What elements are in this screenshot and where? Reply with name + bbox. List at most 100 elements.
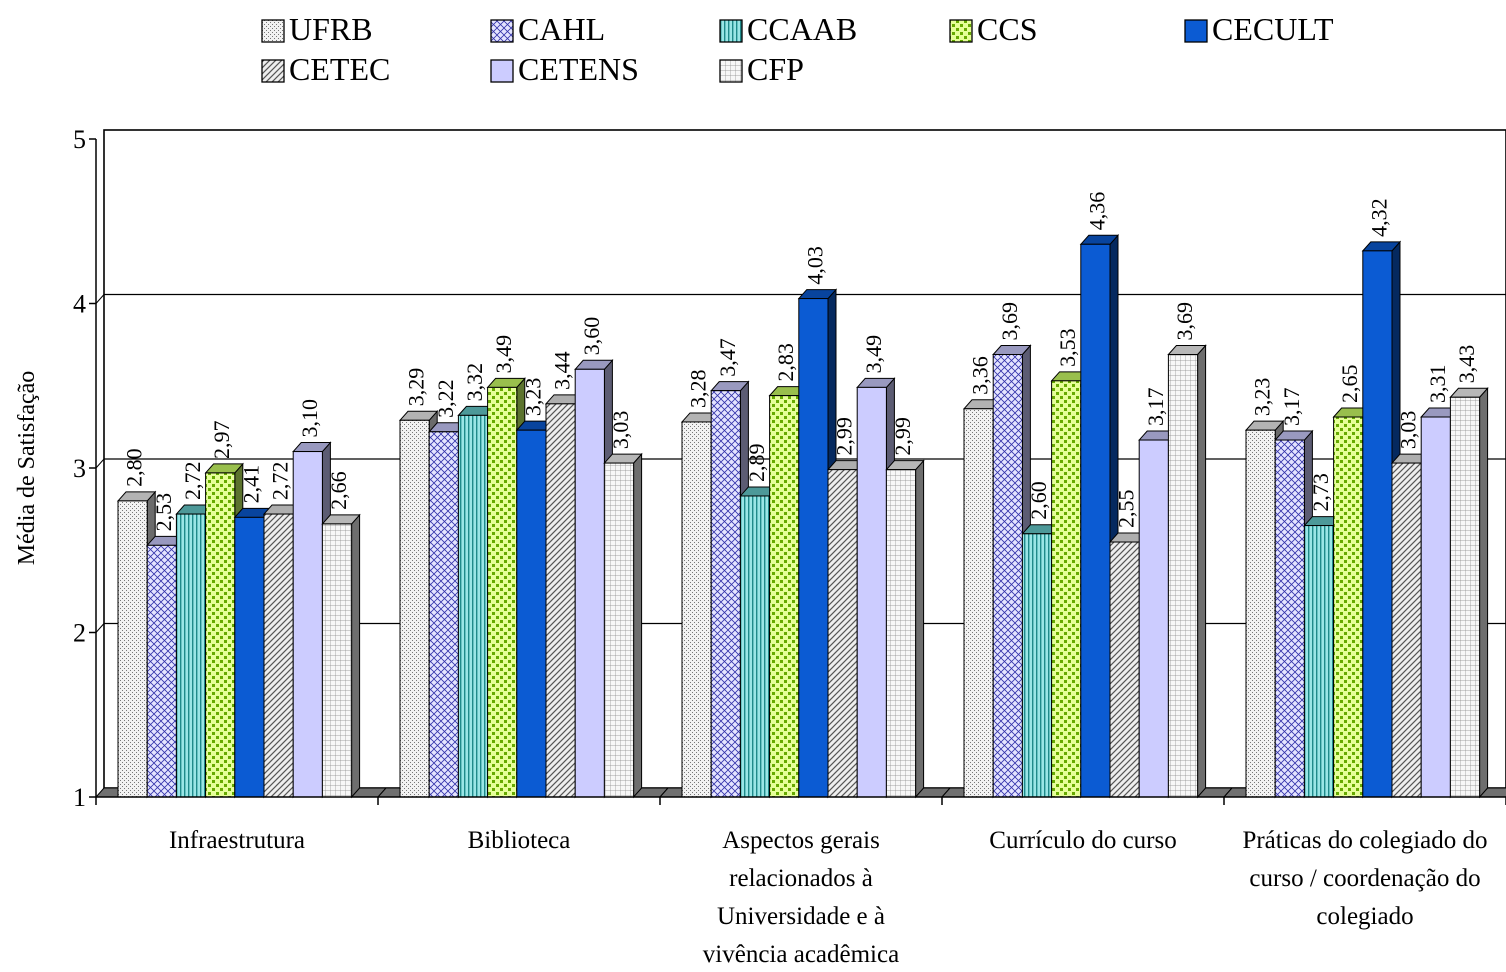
bar-front	[798, 298, 829, 798]
y-axis-label: Média de Satisfação	[14, 371, 40, 566]
bar	[885, 459, 925, 799]
bar-front	[769, 395, 800, 798]
legend-item: CCS	[949, 11, 1037, 47]
bar-front	[146, 544, 177, 798]
x-category-label: Universidade e à	[717, 903, 885, 930]
data-label: 2,80	[122, 448, 147, 487]
bar-front	[1021, 533, 1053, 798]
legend-label: CETEC	[289, 51, 390, 87]
bar-front	[1449, 396, 1481, 798]
bar-front	[574, 368, 605, 798]
data-label: 3,28	[686, 369, 711, 408]
data-label: 3,22	[433, 379, 458, 418]
legend-label: CAHL	[518, 11, 605, 47]
legend-label: UFRB	[289, 11, 373, 47]
x-category-label: colegiado	[1316, 903, 1413, 930]
legend-swatch	[261, 19, 285, 43]
bar-front	[963, 408, 994, 798]
bar-side	[1479, 386, 1489, 799]
legend-label: CECULT	[1212, 11, 1334, 47]
bar-front	[117, 500, 148, 798]
legend-swatch	[719, 19, 743, 43]
x-category-label: curso / coordenação do	[1249, 865, 1480, 892]
data-label: 2,72	[180, 462, 205, 501]
x-category-label: Aspectos gerais	[722, 827, 880, 854]
bar-front	[885, 469, 917, 798]
bar-front	[175, 513, 207, 798]
y-tick-label: 2	[73, 619, 86, 648]
legend-item: CCAAB	[719, 11, 857, 47]
legend-label: CCAAB	[747, 11, 857, 47]
bar-front	[681, 421, 712, 798]
data-label: 3,10	[297, 399, 322, 438]
bar	[1244, 419, 1285, 799]
bar-front	[487, 386, 518, 798]
legend-swatch	[490, 59, 514, 83]
y-tick-label: 4	[73, 290, 86, 319]
data-label: 3,49	[491, 335, 516, 374]
gridline-depth	[95, 623, 105, 633]
bar	[1449, 386, 1489, 799]
bar	[321, 513, 361, 799]
legend-swatch	[1184, 19, 1208, 43]
legend-item: CETEC	[261, 51, 390, 87]
legend-label: CETENS	[518, 51, 639, 87]
bar-side	[1197, 344, 1207, 799]
data-label: 3,36	[968, 356, 993, 395]
x-category-label: Infraestrutura	[169, 827, 305, 854]
data-label: 3,44	[550, 351, 575, 390]
bar-front	[1109, 541, 1140, 798]
bar	[603, 452, 643, 799]
bar-front	[234, 516, 265, 798]
bar-front	[603, 462, 635, 798]
gridline-depth	[95, 294, 105, 304]
legend-item: CETENS	[490, 51, 639, 87]
bar-front	[545, 403, 576, 798]
data-label: 2,41	[238, 465, 263, 504]
legend-swatch	[949, 19, 973, 43]
bar-front	[292, 451, 323, 798]
legend-label: CFP	[747, 51, 804, 87]
data-label: 3,69	[1172, 302, 1197, 341]
data-label: 2,66	[326, 471, 351, 510]
data-label: 2,55	[1114, 490, 1139, 529]
bar-front	[710, 390, 741, 798]
legend-item: UFRB	[261, 11, 373, 47]
bar-front	[457, 414, 489, 798]
data-label: 3,17	[1279, 388, 1304, 427]
y-tick-label: 1	[73, 783, 86, 812]
bar-front	[516, 429, 547, 798]
legend-label: CCS	[977, 11, 1037, 47]
data-label: 2,97	[209, 420, 234, 459]
data-label: 3,03	[1396, 411, 1421, 450]
bar-front	[1362, 250, 1393, 798]
legend-swatch	[261, 59, 285, 83]
y-tick-label: 3	[73, 454, 86, 483]
bar-side	[915, 459, 925, 799]
data-label: 2,89	[744, 443, 769, 482]
data-label: 2,99	[890, 417, 915, 456]
bar-front	[428, 431, 459, 798]
data-label: 2,60	[1026, 481, 1051, 520]
data-label: 3,23	[520, 378, 545, 417]
data-label: 4,03	[802, 246, 827, 285]
gridline-depth	[95, 458, 105, 469]
bar-front	[1420, 416, 1451, 798]
data-label: 4,32	[1366, 198, 1391, 237]
bar-front	[1245, 429, 1276, 798]
bar	[1167, 344, 1207, 799]
data-label: 3,17	[1143, 388, 1168, 427]
data-label: 2,53	[151, 493, 176, 532]
x-category-label: Práticas do colegiado do	[1242, 827, 1487, 854]
data-label: 3,47	[715, 338, 740, 377]
x-axis: Infraestrutura Biblioteca Aspectos gerais r…	[95, 796, 1506, 968]
data-label: 3,60	[579, 317, 604, 356]
x-category-label: relacionados à	[729, 865, 873, 892]
data-label: 2,72	[268, 462, 293, 501]
data-label: 2,99	[832, 417, 857, 456]
value-labels: 2,802,532,722,972,41 2,723,102,663,29 3,22…	[122, 192, 1479, 532]
x-category-label: Biblioteca	[468, 827, 571, 854]
legend: UFRB CAHL CCAAB CCS CECULT CETEC CETENS CFP	[261, 11, 1334, 87]
data-label: 3,69	[997, 302, 1022, 341]
x-category-label: vivência acadêmica	[703, 941, 899, 968]
